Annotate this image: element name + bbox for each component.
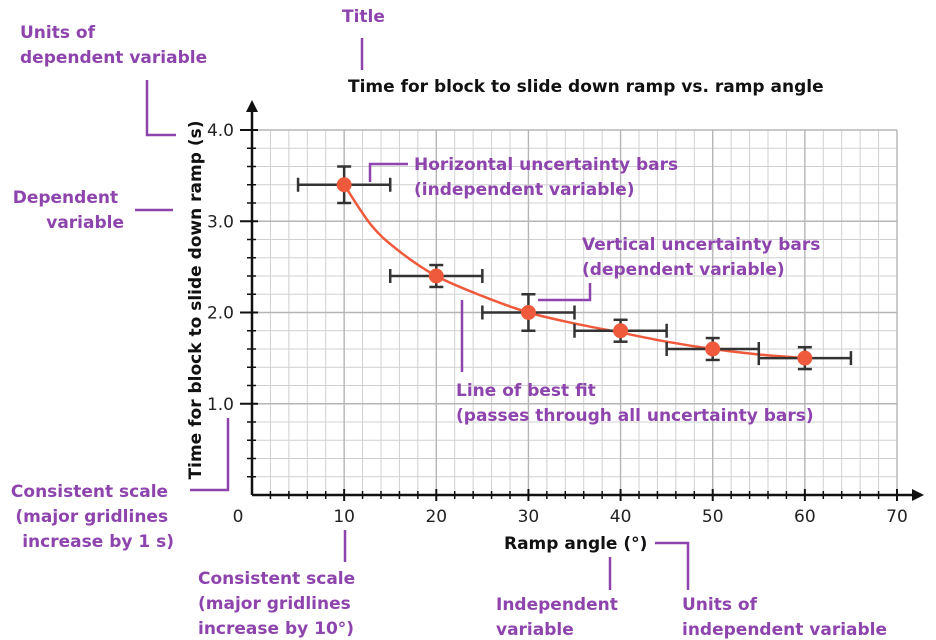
annotation-units-independent: Units of independent variable — [682, 595, 887, 640]
annotation-best-fit: Line of best fit (passes through all unc… — [456, 381, 814, 426]
annotation-dependent-variable: Dependent variable — [13, 188, 124, 233]
x-tick-label: 50 — [702, 507, 724, 527]
y-tick-label: 4.0 — [207, 121, 234, 141]
annotation-connectors — [135, 38, 690, 590]
data-point — [520, 305, 536, 320]
y-tick-label: 3.0 — [207, 212, 234, 232]
x-tick-label: 70 — [886, 507, 908, 527]
annotation-vertical-bars: Vertical uncertainty bars (dependent var… — [582, 235, 826, 280]
data-point — [336, 177, 352, 193]
tick-labels: 0 10 20 30 40 50 60 70 1.0 2.0 3.0 4.0 — [207, 121, 908, 527]
scale-y-connector — [190, 418, 230, 492]
vertical-bars-connector — [538, 283, 592, 302]
y-axis-label: Time for block to slide down ramp (s) — [186, 121, 206, 480]
units-independent-connector — [655, 541, 690, 590]
axes — [240, 100, 924, 501]
data-point — [613, 323, 629, 339]
x-axis-arrow — [912, 489, 924, 501]
x-tick-label: 40 — [610, 507, 632, 527]
x-tick-label: 30 — [518, 507, 540, 527]
x-tick-label: 20 — [425, 507, 447, 527]
y-tick-label: 1.0 — [207, 395, 234, 415]
chart-title: Time for block to slide down ramp vs. ra… — [348, 77, 824, 97]
annotation-scale-x: Consistent scale (major gridlines increa… — [198, 569, 361, 639]
x-tick-label: 0 — [233, 507, 244, 527]
annotation-units-dependent: Units of dependent variable — [20, 23, 207, 68]
units-dependent-connector — [145, 80, 176, 137]
x-tick-label: 60 — [794, 507, 816, 527]
annotation-scale-y: Consistent scale (major gridlines increa… — [11, 482, 174, 552]
annotation-independent-variable: Independent variable — [496, 595, 624, 640]
data-point — [428, 268, 444, 284]
x-axis-label: Ramp angle (°) — [504, 534, 647, 554]
annotation-horizontal-bars: Horizontal uncertainty bars (independent… — [414, 155, 684, 200]
data-point — [705, 341, 721, 357]
data-points — [336, 177, 813, 366]
y-tick-label: 2.0 — [207, 304, 234, 324]
horizontal-bars-connector — [368, 162, 408, 182]
annotation-title: Title — [342, 7, 385, 27]
x-tick-label: 10 — [333, 507, 355, 527]
data-point — [797, 350, 813, 366]
y-axis-arrow — [246, 100, 258, 112]
